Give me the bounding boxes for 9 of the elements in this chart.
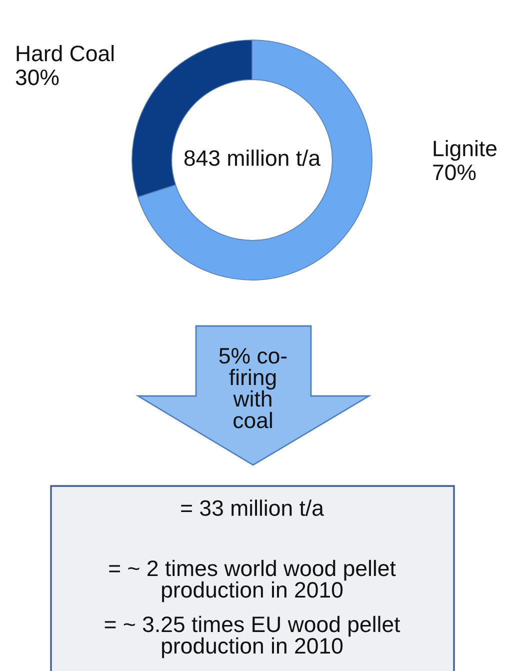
data-label: 70% — [433, 164, 476, 180]
text: = 33 million t/a — [181, 500, 324, 516]
text: = ~ 3.25 times EU wood pellet production in 2010 — [104, 616, 400, 658]
data-label: 30% — [16, 70, 59, 86]
slice-label: Hard Coal — [16, 45, 114, 62]
text: 5% co- firing with coal — [219, 348, 287, 428]
text: 843 million t/a — [184, 150, 321, 166]
slice-label: Lignite — [434, 140, 496, 161]
text: = ~ 2 times world wood pellet production in 2010 — [109, 560, 396, 602]
